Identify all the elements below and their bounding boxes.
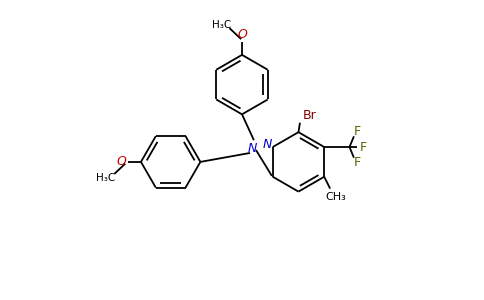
Text: O: O — [116, 155, 126, 168]
Text: O: O — [237, 28, 247, 41]
Text: Br: Br — [303, 109, 317, 122]
Text: F: F — [354, 125, 361, 138]
Text: H₃C: H₃C — [212, 20, 231, 30]
Text: F: F — [360, 140, 367, 154]
Text: F: F — [354, 156, 361, 169]
Text: H₃C: H₃C — [96, 173, 115, 183]
Text: N: N — [263, 138, 272, 151]
Text: N: N — [248, 142, 257, 155]
Text: CH₃: CH₃ — [326, 192, 347, 202]
